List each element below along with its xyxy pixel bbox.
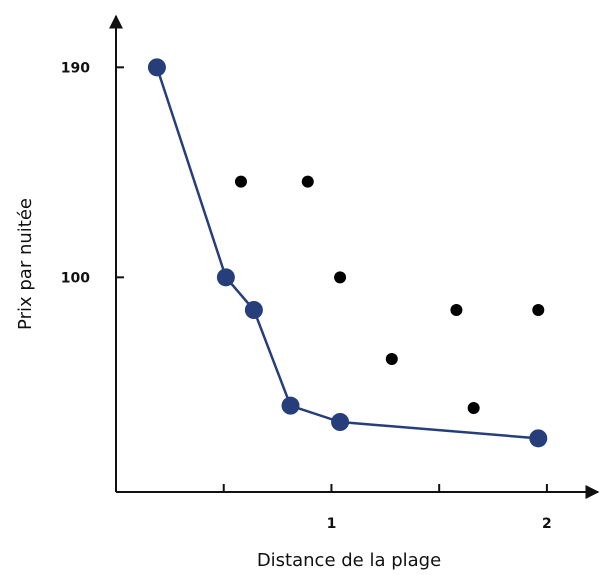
other-point xyxy=(532,304,545,316)
other-point xyxy=(301,175,314,188)
other-point xyxy=(450,304,463,316)
frontier-series xyxy=(147,58,548,448)
x-tick-label: 1 xyxy=(327,516,337,532)
other-point xyxy=(234,175,247,188)
y-tick-label: 100 xyxy=(61,270,90,286)
frontier-point xyxy=(147,58,166,77)
frontier-point xyxy=(244,301,263,319)
y-axis-title: Prix par nuitée xyxy=(15,198,36,330)
other-point xyxy=(385,353,398,365)
y-tick-label: 190 xyxy=(61,60,90,76)
frontier-point xyxy=(529,429,548,448)
frontier-point xyxy=(331,413,350,431)
ticks: 1 2 100 190 xyxy=(61,60,552,532)
axes xyxy=(109,14,600,499)
frontier-line xyxy=(155,66,539,440)
x-axis-title: Distance de la plage xyxy=(257,550,441,571)
frontier-point xyxy=(216,268,235,287)
other-point xyxy=(334,271,347,284)
frontier-point xyxy=(281,396,300,415)
other-point xyxy=(467,402,480,414)
other-points-series xyxy=(234,175,545,414)
x-tick-label: 2 xyxy=(542,516,552,532)
